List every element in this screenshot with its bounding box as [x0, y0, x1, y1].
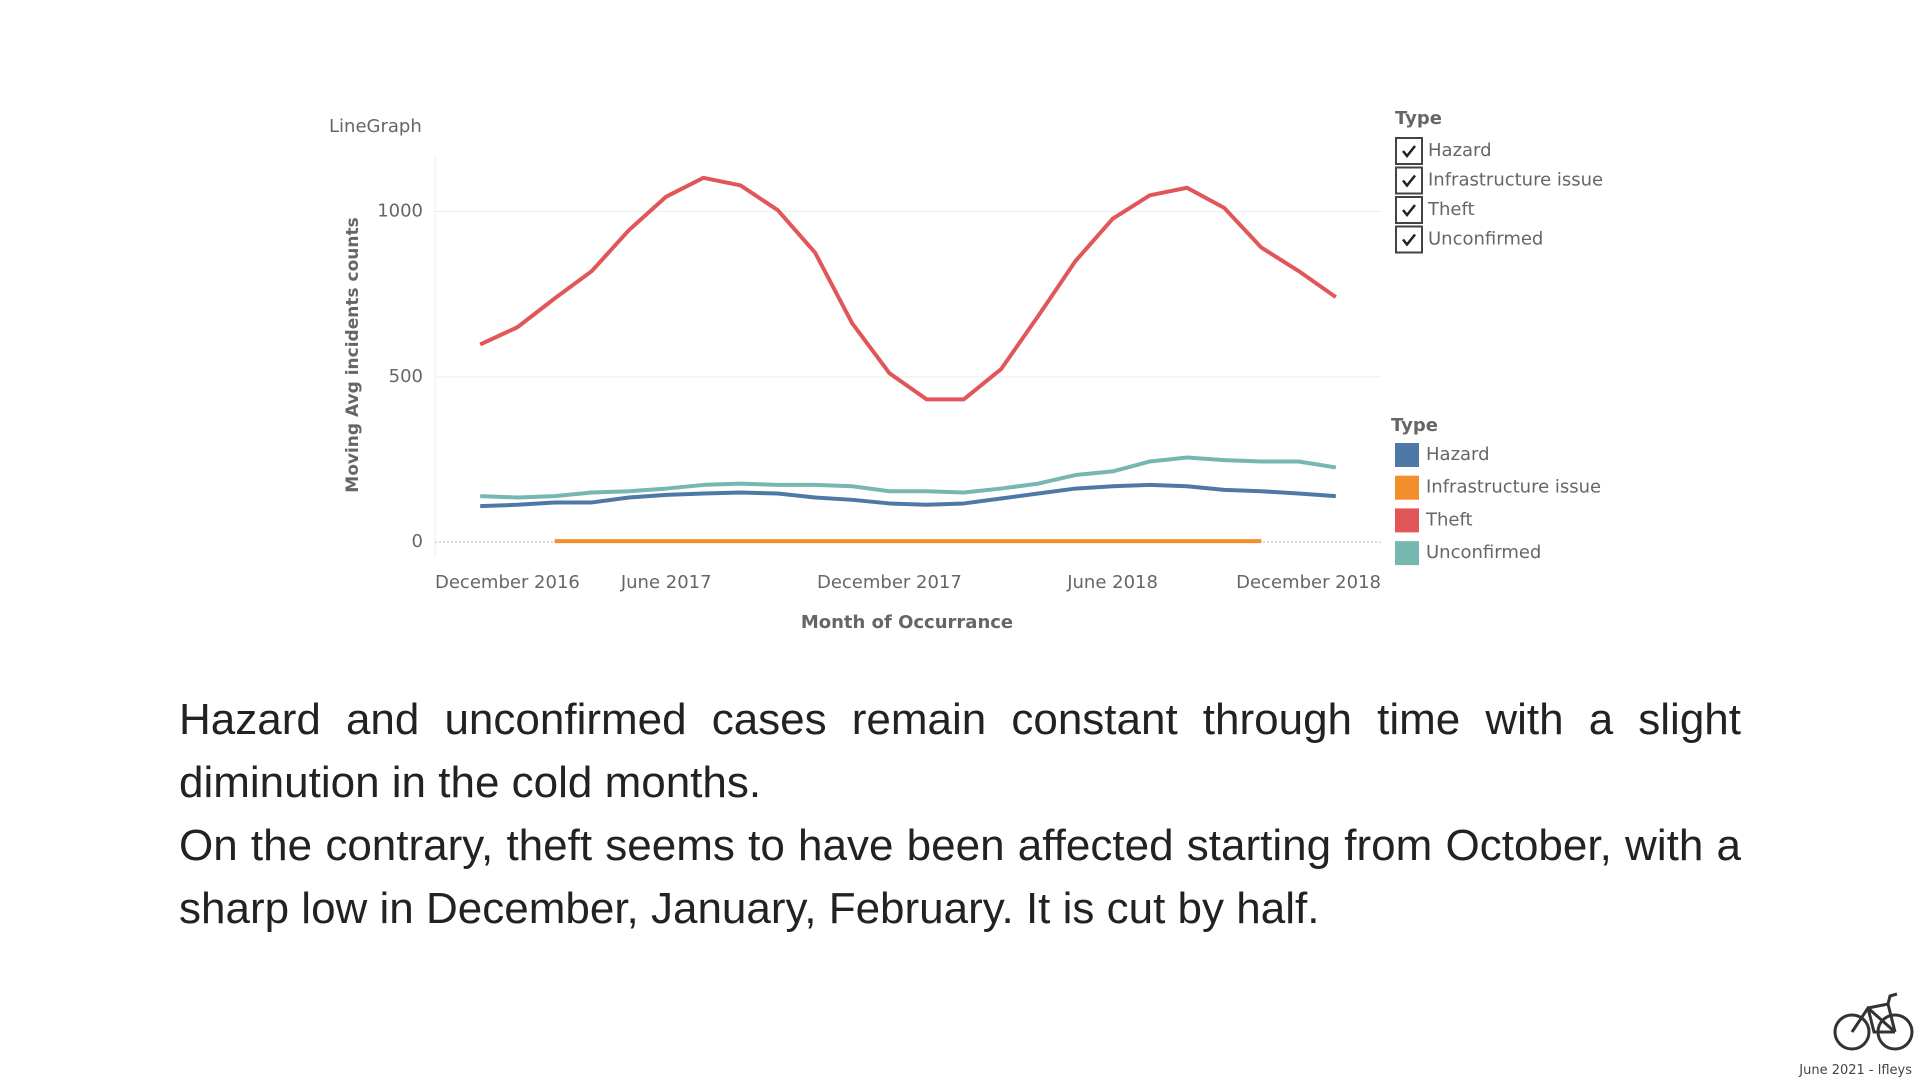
filter-title: Type	[1395, 108, 1442, 129]
y-axis-label: Moving Avg incidents counts	[343, 217, 363, 492]
legend-label: Theft	[1425, 509, 1473, 530]
checkbox	[1395, 225, 1423, 254]
x-tick-label: December 2018	[1236, 572, 1381, 593]
footer: June 2021 - lfleys	[1799, 1063, 1912, 1078]
filter-item: Hazard	[1428, 140, 1492, 161]
legend-swatch	[1395, 541, 1419, 566]
series-line	[479, 175, 1337, 402]
filter-item: Theft	[1427, 199, 1475, 220]
filter-item: Unconfirmed	[1428, 229, 1543, 250]
legend-swatch	[1395, 508, 1419, 533]
paragraph: On the contrary, theft seems to have bee…	[179, 821, 1741, 933]
series-line	[480, 482, 1336, 509]
chart-title: LineGraph	[329, 116, 422, 137]
x-tick-label: June 2018	[1066, 572, 1158, 593]
x-tick-label: December 2016	[435, 572, 580, 593]
y-tick-label: 0	[412, 531, 423, 552]
y-tick-label: 500	[389, 366, 423, 387]
checkbox	[1395, 196, 1423, 224]
legend-swatch	[1395, 443, 1419, 467]
x-tick-label: June 2017	[620, 572, 712, 593]
x-axis-label: Month of Occurrance	[801, 612, 1013, 633]
checkmark	[1402, 145, 1416, 159]
filter-item: Infrastructure issue	[1428, 170, 1603, 191]
description: Hazard and unconfirmed cases remain cons…	[179, 688, 1741, 940]
paragraph: Hazard and unconfirmed cases remain cons…	[179, 695, 1741, 807]
legend-swatch	[1395, 475, 1419, 500]
legend-label: Infrastructure issue	[1426, 477, 1601, 498]
y-tick-label: 1000	[377, 201, 423, 222]
checkmark	[1402, 174, 1416, 188]
checkbox	[1395, 137, 1423, 165]
checkmark	[1402, 233, 1416, 247]
checkmark	[1402, 204, 1416, 218]
legend-label: Unconfirmed	[1426, 542, 1541, 563]
series-line	[480, 455, 1337, 500]
chart: LineGraph Month of Occurrance Moving Avg…	[329, 108, 1603, 633]
bike-icon	[1833, 992, 1914, 1051]
legend-label: Hazard	[1426, 444, 1490, 465]
x-tick-label: December 2017	[817, 572, 962, 593]
legend-title: Type	[1391, 415, 1438, 436]
checkbox	[1395, 166, 1423, 195]
